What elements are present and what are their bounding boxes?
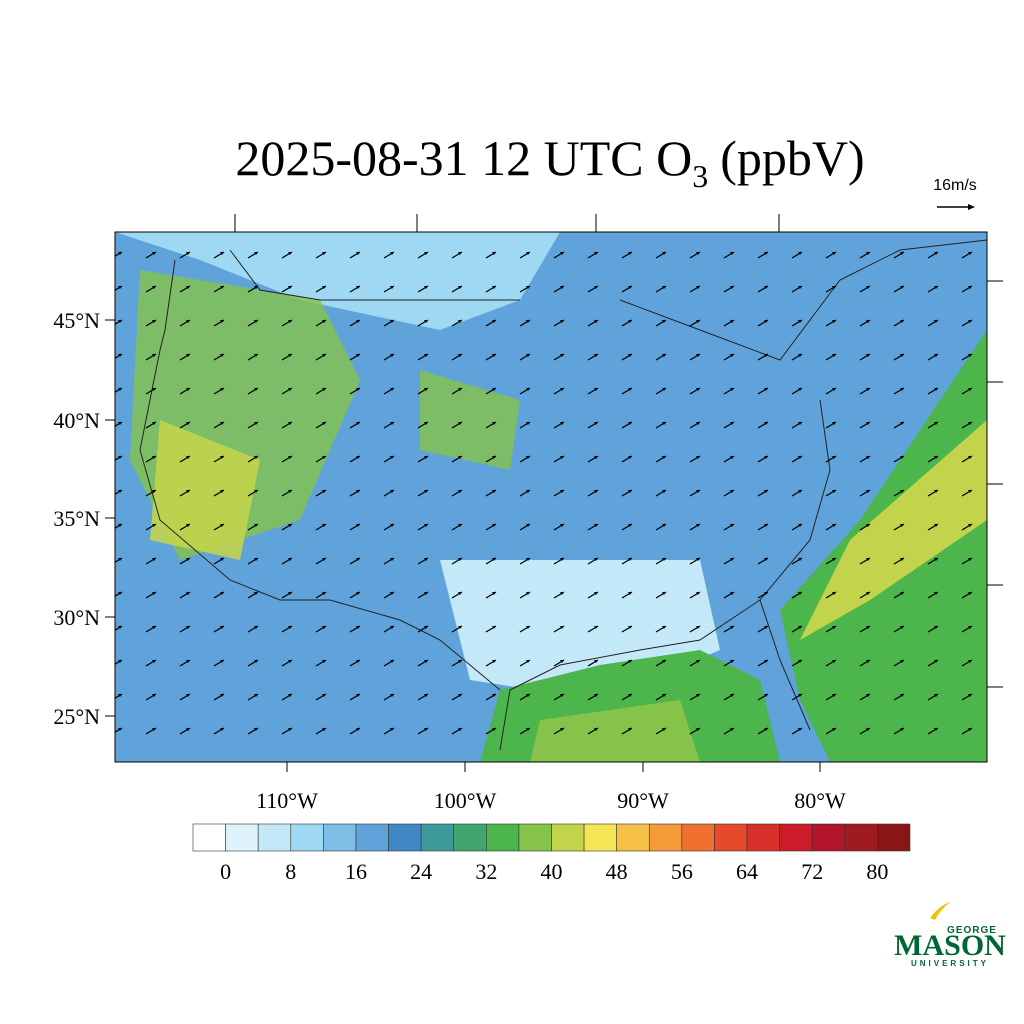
colorbar-label: 0 (220, 859, 231, 884)
colorbar-box (225, 823, 259, 852)
logo-bottom: UNIVERSITY (911, 959, 989, 968)
colorbar-box (746, 823, 780, 852)
colorbar-label: 8 (285, 859, 296, 884)
colorbar-label: 64 (736, 859, 758, 884)
colorbar-box (192, 823, 226, 852)
title: 2025-08-31 12 UTC O3 (ppbV) (235, 130, 864, 194)
logo-top: GEORGE (947, 925, 997, 936)
lon-label: 100°W (434, 788, 497, 813)
colorbar-label: 56 (671, 859, 693, 884)
colorbar-box (616, 823, 650, 852)
lat-label: 30°N (53, 605, 100, 630)
wind-reference-arrowhead (968, 204, 975, 210)
map-frame (114, 231, 988, 763)
logo-main: MASON (894, 929, 1006, 962)
colorbar-box (714, 823, 748, 852)
colorbar-box (257, 823, 292, 852)
colorbar-box (453, 823, 487, 852)
title-suffix: (ppbV) (720, 130, 864, 186)
colorbar-label: 40 (541, 859, 563, 884)
colorbar-label: 16 (345, 859, 367, 884)
colorbar-label: 80 (866, 859, 888, 884)
colorbar-box (323, 823, 357, 852)
axes: 45°N 40°N 35°N 30°N 25°N 110°W 100°W 90°W 80°W (53, 214, 1003, 813)
colorbar-box (551, 823, 585, 852)
wind-arrows (115, 232, 987, 762)
lat-label: 35°N (53, 506, 100, 531)
logo-swoosh (930, 902, 950, 920)
colorbar-box (486, 823, 520, 852)
colorbar-box (844, 823, 878, 852)
colorbar-box (681, 823, 715, 852)
lon-label: 80°W (794, 788, 846, 813)
colorbar-box (648, 823, 683, 852)
lat-label: 40°N (53, 408, 100, 433)
colorbar-box (420, 823, 455, 852)
logo: GEORGE MASON UNIVERSITY (894, 902, 1006, 968)
colorbar-box (518, 823, 552, 852)
colorbar-box (290, 823, 324, 852)
title-subscript: 3 (692, 158, 708, 194)
colorbar-label: 32 (475, 859, 497, 884)
colorbar-box (811, 823, 846, 852)
lon-label: 90°W (617, 788, 669, 813)
map (115, 232, 987, 762)
colorbar-label: 48 (606, 859, 628, 884)
colorbar-box (388, 823, 422, 852)
lat-label: 45°N (53, 308, 100, 333)
wind-reference: 16m/s (933, 177, 977, 194)
lon-label: 110°W (256, 788, 318, 813)
colorbar-label: 72 (801, 859, 823, 884)
colorbar-label: 24 (410, 859, 432, 884)
colorbar-box (355, 823, 389, 852)
title-text: 2025-08-31 12 UTC O (235, 130, 692, 186)
colorbar: 0 8 16 24 32 40 48 56 64 72 80 (192, 823, 911, 884)
colorbar-box (779, 823, 813, 852)
colorbar-box (583, 823, 617, 852)
lat-label: 25°N (53, 704, 100, 729)
colorbar-box (877, 823, 911, 852)
